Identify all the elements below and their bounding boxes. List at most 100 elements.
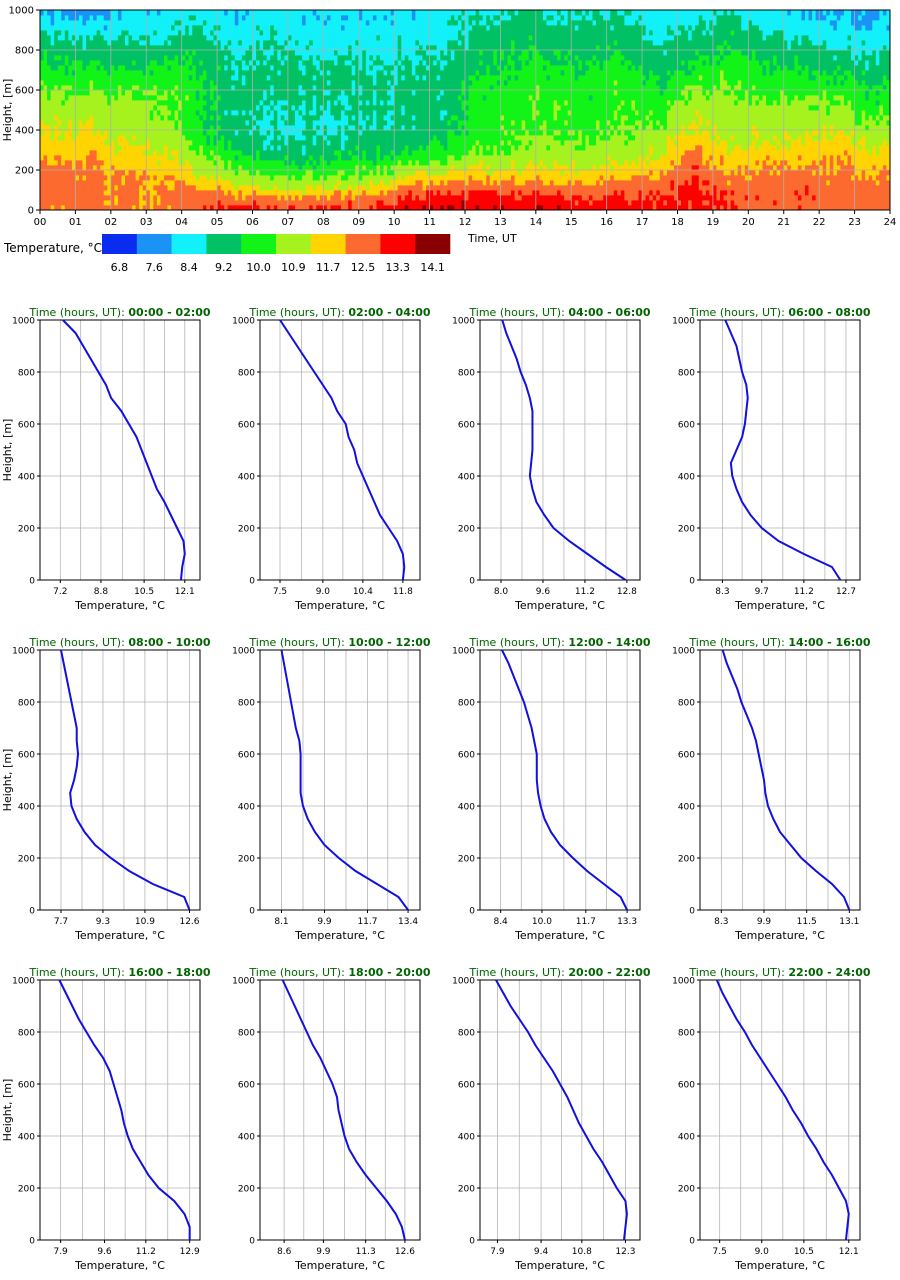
heatmap-cell <box>114 185 119 191</box>
heatmap-cell <box>383 120 388 126</box>
heatmap-cell <box>380 165 384 171</box>
heatmap-cell <box>312 160 317 166</box>
heatmap-cell <box>256 30 260 36</box>
heatmap-cell <box>465 75 469 81</box>
heatmap-cell <box>358 135 363 141</box>
heatmap-cell <box>160 180 165 186</box>
heatmap-cell <box>188 155 193 161</box>
heatmap-cell <box>454 85 459 91</box>
heatmap-cell <box>231 180 236 186</box>
heatmap-cell <box>86 40 90 46</box>
heatmap-cell <box>57 95 62 101</box>
heatmap-cell <box>270 110 275 116</box>
heatmap-cell <box>433 175 438 181</box>
heatmap-cell <box>394 50 399 56</box>
heatmap-cell <box>365 30 370 36</box>
heatmap-cell <box>404 145 409 151</box>
heatmap-cell <box>220 205 225 211</box>
heatmap-cell <box>344 95 349 101</box>
heatmap-cell <box>341 205 345 211</box>
heatmap-cell <box>238 10 243 16</box>
heatmap-cell <box>160 165 165 171</box>
heatmap-cell <box>57 75 62 81</box>
heatmap-cell <box>316 200 321 206</box>
heatmap-cell <box>135 195 140 201</box>
heatmap-cell <box>188 35 193 41</box>
heatmap-cell <box>231 35 236 41</box>
heatmap-cell <box>238 120 243 126</box>
heatmap-cell <box>369 85 374 91</box>
heatmap-cell <box>217 105 222 111</box>
heatmap-cell <box>178 40 183 46</box>
heatmap-cell <box>188 90 193 96</box>
heatmap-cell <box>372 120 377 126</box>
heatmap-cell <box>316 50 321 56</box>
heatmap-cell <box>298 60 303 66</box>
heatmap-cell <box>326 105 331 111</box>
heatmap-cell <box>125 140 129 146</box>
heatmap-cell <box>436 55 441 61</box>
heatmap-cell <box>475 25 480 31</box>
heatmap-cell <box>192 205 197 211</box>
heatmap-cell <box>43 70 48 76</box>
heatmap-cell <box>100 85 105 91</box>
heatmap-cell <box>100 175 105 181</box>
heatmap-cell <box>114 175 119 181</box>
heatmap-cell <box>457 140 462 146</box>
heatmap-cell <box>351 30 356 36</box>
heatmap-cell <box>50 130 55 136</box>
heatmap-cell <box>125 65 129 71</box>
heatmap-cell <box>376 80 381 86</box>
heatmap-cell <box>220 160 225 166</box>
heatmap-cell <box>86 55 90 61</box>
heatmap-cell <box>468 105 473 111</box>
heatmap-cell <box>248 190 253 196</box>
heatmap-cell <box>156 150 161 156</box>
heatmap-cell <box>50 105 55 111</box>
heatmap-cell <box>68 150 73 156</box>
heatmap-cell <box>64 205 69 211</box>
heatmap-cell <box>167 100 172 106</box>
heatmap-cell <box>472 180 477 186</box>
heatmap-cell <box>376 95 381 101</box>
heatmap-cell <box>461 30 466 36</box>
heatmap-cell <box>468 180 473 186</box>
heatmap-cell <box>284 70 289 76</box>
heatmap-cell <box>86 140 90 146</box>
heatmap-cell <box>295 45 299 51</box>
heatmap-cell <box>341 155 345 161</box>
heatmap-cell <box>280 115 285 121</box>
heatmap-cell <box>93 50 98 56</box>
heatmap-cell <box>156 190 161 196</box>
heatmap-cell <box>295 55 299 61</box>
heatmap-cell <box>47 155 52 161</box>
heatmap-cell <box>78 60 83 66</box>
heatmap-cell <box>121 195 126 201</box>
heatmap-cell <box>107 75 112 81</box>
heatmap-cell <box>316 110 321 116</box>
heatmap-cell <box>224 205 229 211</box>
heatmap-cell <box>117 195 122 201</box>
heatmap-cell <box>277 145 282 151</box>
heatmap-cell <box>107 130 112 136</box>
heatmap-cell <box>348 205 353 211</box>
heatmap-cell <box>404 10 409 16</box>
heatmap-cell <box>387 185 392 191</box>
heatmap-cell <box>450 90 455 96</box>
heatmap-cell <box>78 55 83 61</box>
heatmap-cell <box>465 155 469 161</box>
heatmap-cell <box>330 85 335 91</box>
heatmap-cell <box>273 35 278 41</box>
heatmap-cell <box>139 110 144 116</box>
heatmap-cell <box>238 180 243 186</box>
heatmap-cell <box>411 130 416 136</box>
heatmap-cell <box>153 125 158 131</box>
heatmap-cell <box>376 190 381 196</box>
heatmap-cell <box>457 170 462 176</box>
heatmap-cell <box>380 175 384 181</box>
heatmap-cell <box>107 35 112 41</box>
heatmap-cell <box>273 110 278 116</box>
heatmap-cell <box>358 175 363 181</box>
heatmap-cell <box>96 70 101 76</box>
heatmap-cell <box>344 35 349 41</box>
